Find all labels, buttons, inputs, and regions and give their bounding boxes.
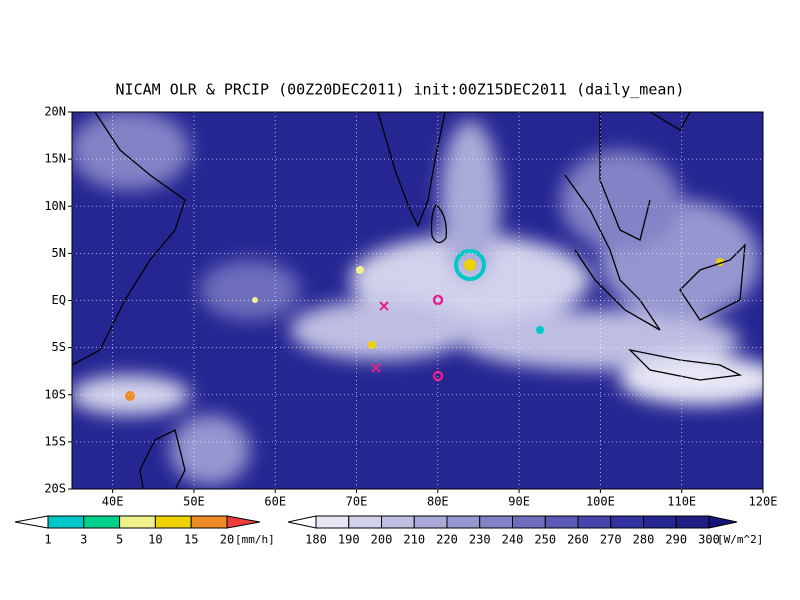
- colorbar-unit: [W/m^2]: [717, 533, 763, 546]
- colorbar-box: [512, 515, 546, 529]
- colorbar-label: 290: [665, 533, 687, 547]
- lon-label: 120E: [749, 495, 778, 509]
- colorbar-arrow: [14, 515, 49, 529]
- lat-label: 5N: [52, 246, 66, 260]
- axes: 20N 15N 10N 5N EQ 5S 10S 15S 20S 40E 50E 60E 70E 80E 9…: [44, 105, 777, 509]
- colorbar-label: 3: [80, 533, 87, 547]
- colorbar-label: 280: [633, 533, 655, 547]
- colorbar-label: 270: [600, 533, 622, 547]
- colorbar-label: 240: [502, 533, 524, 547]
- colorbar-box: [47, 515, 85, 529]
- colorbar-label: 250: [534, 533, 556, 547]
- lat-label: 5S: [52, 340, 66, 354]
- lat-label: 20S: [44, 482, 66, 496]
- map-title: NICAM OLR & PRCIP (00Z20DEC2011) init:00…: [116, 81, 685, 99]
- colorbar-box: [446, 515, 481, 529]
- colorbar-box: [154, 515, 192, 529]
- colorbar-box: [190, 515, 228, 529]
- colorbar-label: 10: [148, 533, 162, 547]
- lon-label: 100E: [586, 495, 615, 509]
- colorbar-label: 20: [220, 533, 234, 547]
- colorbar-box: [675, 515, 710, 529]
- colorbar-box: [577, 515, 612, 529]
- cloud-field: [72, 112, 763, 485]
- colorbar-label: 200: [371, 533, 393, 547]
- colorbar-label: 260: [567, 533, 589, 547]
- colorbar-label: 190: [338, 533, 360, 547]
- grid: [72, 112, 763, 489]
- colorbar-box: [610, 515, 644, 529]
- colorbar-label: 1: [44, 533, 51, 547]
- lon-label: 90E: [508, 495, 530, 509]
- lat-label: 10N: [44, 199, 66, 213]
- colorbar-label: 230: [469, 533, 491, 547]
- colorbar-label: 220: [436, 533, 458, 547]
- colorbars: 1 3 5 10 15 20 [mm/h] 180 190 200 210 220 230 240 250 2…: [14, 515, 763, 547]
- lon-label: 60E: [264, 495, 286, 509]
- colorbar-box: [381, 515, 415, 529]
- colorbar-label: 210: [403, 533, 425, 547]
- colorbar-unit: [mm/h]: [235, 533, 275, 546]
- colorbar-arrow: [226, 515, 261, 529]
- lon-label: 80E: [427, 495, 449, 509]
- colorbar-box: [643, 515, 677, 529]
- lat-label: EQ: [52, 293, 66, 307]
- coastlines: [72, 112, 746, 489]
- precip-cells: [125, 249, 724, 401]
- lon-label: 50E: [183, 495, 205, 509]
- lat-label: 20N: [44, 105, 66, 119]
- colorbar-box: [315, 515, 350, 529]
- colorbar-box: [413, 515, 448, 529]
- lat-label: 15N: [44, 152, 66, 166]
- lon-label: 110E: [667, 495, 696, 509]
- colorbar-box: [479, 515, 513, 529]
- lat-label: 10S: [44, 387, 66, 401]
- colorbar-label: 5: [116, 533, 123, 547]
- colorbar-box: [119, 515, 156, 529]
- colorbar-box: [348, 515, 382, 529]
- lon-label: 70E: [346, 495, 368, 509]
- colorbar-label: 15: [184, 533, 198, 547]
- colorbar-box: [83, 515, 121, 529]
- colorbar-label: 180: [305, 533, 327, 547]
- map: [72, 112, 763, 489]
- colorbar-label: 300: [698, 533, 720, 547]
- colorbar-arrow: [287, 515, 317, 529]
- lon-label: 40E: [102, 495, 124, 509]
- lat-label: 15S: [44, 434, 66, 448]
- colorbar-arrow: [708, 515, 738, 529]
- colorbar-box: [544, 515, 579, 529]
